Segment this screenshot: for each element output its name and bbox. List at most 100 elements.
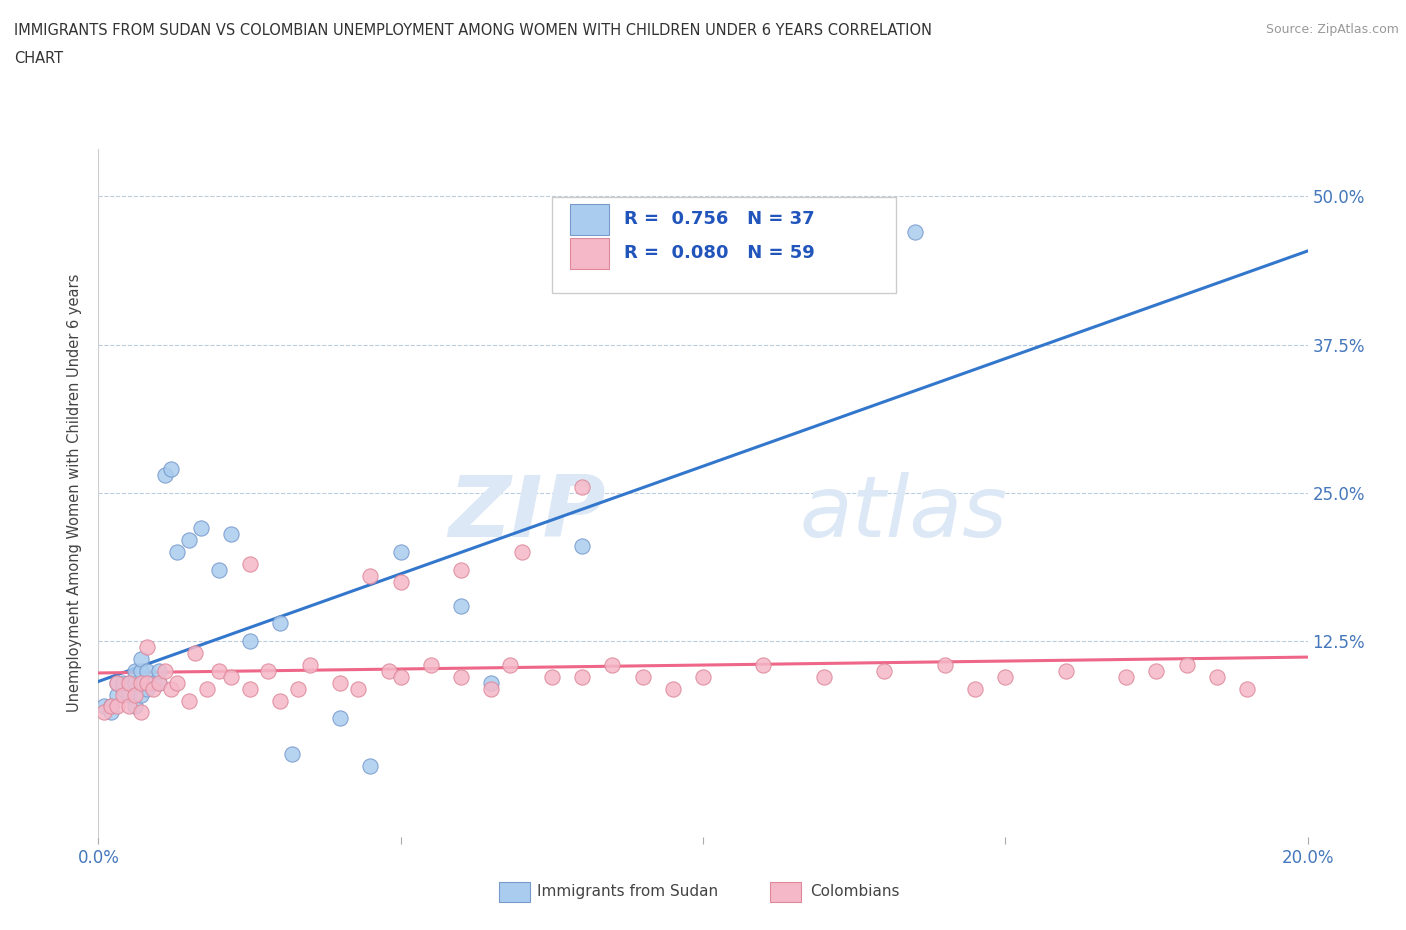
Point [692,670,714,684]
Y-axis label: Unemployment Among Women with Children Under 6 years: Unemployment Among Women with Children U… [67,273,83,712]
Point [329,711,352,725]
Point [481,675,503,690]
Point [142,682,165,697]
Point [129,675,152,690]
Point [631,670,654,684]
Point [179,693,201,708]
Point [450,670,472,684]
Text: atlas: atlas [800,472,1008,555]
Point [662,682,685,697]
Point [571,480,593,495]
Text: R =  0.080   N = 59: R = 0.080 N = 59 [624,245,815,262]
Point [994,670,1017,684]
Point [239,633,262,648]
Point [148,675,170,690]
Point [129,687,152,702]
Point [190,521,212,536]
Point [148,663,170,678]
Text: ZIP: ZIP [449,472,606,555]
Point [129,663,152,678]
Point [93,705,115,720]
Point [208,663,231,678]
Text: Immigrants from Sudan: Immigrants from Sudan [537,884,718,899]
Point [281,747,304,762]
Point [450,598,472,613]
Point [153,468,176,483]
Bar [569,204,609,235]
Point [135,675,157,690]
Point [118,687,141,702]
Point [347,682,370,697]
Point [1054,663,1077,678]
Point [100,699,122,714]
Point [195,682,218,697]
Text: CHART: CHART [14,51,63,66]
Point [111,682,134,697]
Point [160,461,183,476]
Point [269,693,291,708]
FancyBboxPatch shape [553,197,897,293]
Bar [569,238,609,270]
Point [124,675,146,690]
Point [540,670,562,684]
Point [208,563,231,578]
Point [142,675,165,690]
Point [873,663,896,678]
Point [105,687,128,702]
Point [934,658,956,672]
Point [166,545,188,560]
Point [389,545,412,560]
Point [221,527,243,542]
Point [124,699,146,714]
Point [481,682,503,697]
Point [377,663,399,678]
Point [118,675,141,690]
Point [135,663,157,678]
Point [1115,670,1137,684]
Text: IMMIGRANTS FROM SUDAN VS COLOMBIAN UNEMPLOYMENT AMONG WOMEN WITH CHILDREN UNDER : IMMIGRANTS FROM SUDAN VS COLOMBIAN UNEMP… [14,23,932,38]
Point [571,670,593,684]
Point [420,658,443,672]
Text: R =  0.756   N = 37: R = 0.756 N = 37 [624,210,815,228]
Point [105,675,128,690]
Point [221,670,243,684]
Point [111,675,134,690]
Point [135,682,157,697]
Point [299,658,322,672]
Point [389,575,412,590]
Point [1175,658,1198,672]
Point [1236,682,1258,697]
Point [111,687,134,702]
Point [450,563,472,578]
Point [105,699,128,714]
Point [1206,670,1229,684]
Point [329,675,352,690]
Point [239,557,262,572]
Point [100,699,122,714]
Point [239,682,262,697]
Point [269,616,291,631]
Text: Source: ZipAtlas.com: Source: ZipAtlas.com [1265,23,1399,36]
Point [360,758,382,773]
Point [510,545,533,560]
Point [124,663,146,678]
Point [105,675,128,690]
Point [571,538,593,553]
Point [153,663,176,678]
Text: Colombians: Colombians [810,884,900,899]
Point [118,699,141,714]
Point [148,675,170,690]
Point [389,670,412,684]
Point [135,640,157,655]
Point [93,699,115,714]
Point [129,705,152,720]
Point [904,224,927,239]
Point [179,533,201,548]
Point [124,687,146,702]
Point [1144,663,1167,678]
Point [100,705,122,720]
Point [602,658,624,672]
Point [360,568,382,583]
Point [184,645,207,660]
Point [118,675,141,690]
